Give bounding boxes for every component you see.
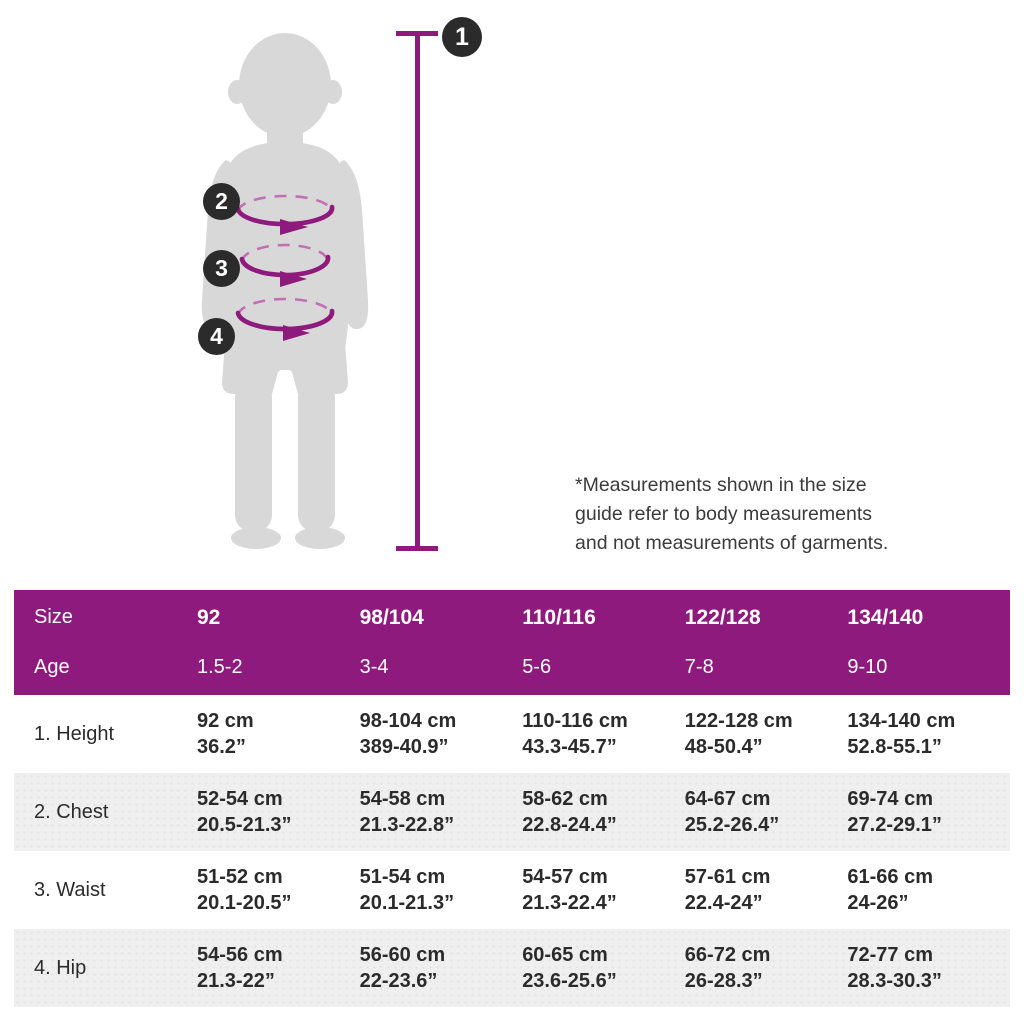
cell-inch: 36.2” <box>197 736 246 758</box>
cell-inch: 21.3-22.8” <box>359 814 455 836</box>
row-label: 4. Hip <box>34 956 87 979</box>
cell-cm: 54-57 cm <box>522 866 608 888</box>
header-size-value: 122/128 <box>684 605 761 629</box>
cell-cm: 54-58 cm <box>359 788 446 810</box>
cell-inch: 23.6-25.6” <box>522 970 617 992</box>
table-cell: 72-77 cm 28.3-30.3” <box>847 942 1010 994</box>
measure-badge-height: 1 <box>442 17 482 57</box>
row-label: 3. Waist <box>34 878 106 901</box>
table-cell: 54-56 cm 21.3-22” <box>197 942 360 994</box>
table-cell: 58-62 cm 22.8-24.4” <box>522 786 685 838</box>
cell-cm: 66-72 cm <box>684 944 771 966</box>
measure-badge-hip: 4 <box>198 318 235 355</box>
header-size-value: 110/116 <box>522 605 596 629</box>
cell-cm: 134-140 cm <box>847 710 956 732</box>
cell-inch: 26-28.3” <box>684 970 763 992</box>
note-line: *Measurements shown in the size <box>575 474 867 496</box>
measurement-disclaimer: *Measurements shown in the size guide re… <box>575 471 955 558</box>
table-cell: 57-61 cm 22.4-24” <box>685 864 848 916</box>
cell-cm: 92 cm <box>197 710 254 732</box>
cell-cm: 64-67 cm <box>684 788 771 810</box>
cell-inch: 24-26” <box>847 892 909 914</box>
cell-inch: 22.8-24.4” <box>522 814 617 836</box>
header-size-value: 92 <box>197 605 221 629</box>
table-row-waist: 3. Waist 51-52 cm 20.1-20.5” 51-54 cm 20.1… <box>14 851 1010 929</box>
table-cell: 61-66 cm 24-26” <box>847 864 1010 916</box>
table-cell: 134-140 cm 52.8-55.1” <box>847 708 1010 760</box>
cell-cm: 72-77 cm <box>847 944 934 966</box>
cell-cm: 58-62 cm <box>522 788 608 810</box>
note-line: and not measurements of garments. <box>575 532 889 554</box>
cell-inch: 25.2-26.4” <box>684 814 780 836</box>
note-line: guide refer to body measurements <box>575 503 872 525</box>
header-row-age: Age 1.5-2 3-4 5-6 7-8 9-10 <box>14 643 1010 693</box>
height-measure-line-top-cap <box>396 31 438 36</box>
row-label: 2. Chest <box>34 800 109 823</box>
table-row-hip: 4. Hip 54-56 cm 21.3-22” 56-60 cm 22-23.6”… <box>14 929 1010 1007</box>
cell-inch: 20.1-21.3” <box>359 892 455 914</box>
header-age-value: 9-10 <box>847 656 888 678</box>
measure-badge-chest: 2 <box>203 183 240 220</box>
child-silhouette-illustration <box>201 33 369 549</box>
cell-cm: 110-116 cm <box>522 710 628 732</box>
cell-inch: 27.2-29.1” <box>847 814 942 836</box>
height-measure-line <box>415 33 420 551</box>
header-age-value: 7-8 <box>684 656 714 678</box>
cell-inch: 22-23.6” <box>359 970 438 992</box>
cell-inch: 28.3-30.3” <box>847 970 942 992</box>
cell-cm: 51-54 cm <box>359 866 446 888</box>
header-row-size: Size 92 98/104 110/116 122/128 134/140 <box>14 593 1010 643</box>
table-cell: 54-57 cm 21.3-22.4” <box>522 864 685 916</box>
size-table-header: Size 92 98/104 110/116 122/128 134/140 A… <box>14 590 1010 695</box>
cell-inch: 22.4-24” <box>684 892 763 914</box>
table-cell: 56-60 cm 22-23.6” <box>360 942 523 994</box>
header-age-value: 1.5-2 <box>197 656 243 678</box>
cell-inch: 48-50.4” <box>684 736 763 758</box>
cell-cm: 57-61 cm <box>684 866 771 888</box>
cell-inch: 389-40.9” <box>359 736 449 758</box>
table-cell: 66-72 cm 26-28.3” <box>685 942 848 994</box>
table-row-height: 1. Height 92 cm 36.2” 98-104 cm 389-40.9” … <box>14 695 1010 773</box>
size-table: Size 92 98/104 110/116 122/128 134/140 A… <box>14 590 1010 1007</box>
header-age-value: 5-6 <box>522 656 552 678</box>
header-size-value: 98/104 <box>359 605 424 629</box>
table-cell: 52-54 cm 20.5-21.3” <box>197 786 360 838</box>
table-cell: 92 cm 36.2” <box>197 708 360 760</box>
cell-cm: 56-60 cm <box>359 944 446 966</box>
table-cell: 98-104 cm 389-40.9” <box>360 708 523 760</box>
cell-cm: 60-65 cm <box>522 944 608 966</box>
cell-cm: 122-128 cm <box>684 710 793 732</box>
table-cell: 51-52 cm 20.1-20.5” <box>197 864 360 916</box>
cell-cm: 69-74 cm <box>847 788 934 810</box>
header-age-value: 3-4 <box>359 656 389 678</box>
cell-inch: 20.1-20.5” <box>197 892 292 914</box>
cell-inch: 20.5-21.3” <box>197 814 292 836</box>
header-size-value: 134/140 <box>847 605 924 629</box>
table-cell: 60-65 cm 23.6-25.6” <box>522 942 685 994</box>
table-cell: 122-128 cm 48-50.4” <box>685 708 848 760</box>
table-cell: 51-54 cm 20.1-21.3” <box>360 864 523 916</box>
cell-cm: 61-66 cm <box>847 866 934 888</box>
cell-cm: 51-52 cm <box>197 866 283 888</box>
height-measure-line-bottom-cap <box>396 546 438 551</box>
cell-inch: 52.8-55.1” <box>847 736 942 758</box>
cell-inch: 21.3-22” <box>197 970 275 992</box>
table-cell: 69-74 cm 27.2-29.1” <box>847 786 1010 838</box>
table-cell: 64-67 cm 25.2-26.4” <box>685 786 848 838</box>
cell-inch: 43.3-45.7” <box>522 736 617 758</box>
cell-cm: 54-56 cm <box>197 944 283 966</box>
measure-badge-waist: 3 <box>203 250 240 287</box>
cell-cm: 98-104 cm <box>359 710 457 732</box>
row-label: 1. Height <box>34 722 115 745</box>
header-age-label: Age <box>34 656 70 678</box>
header-size-label: Size <box>34 606 73 628</box>
cell-cm: 52-54 cm <box>197 788 283 810</box>
table-cell: 110-116 cm 43.3-45.7” <box>522 708 685 760</box>
table-row-chest: 2. Chest 52-54 cm 20.5-21.3” 54-58 cm 21.3… <box>14 773 1010 851</box>
table-cell: 54-58 cm 21.3-22.8” <box>360 786 523 838</box>
cell-inch: 21.3-22.4” <box>522 892 617 914</box>
